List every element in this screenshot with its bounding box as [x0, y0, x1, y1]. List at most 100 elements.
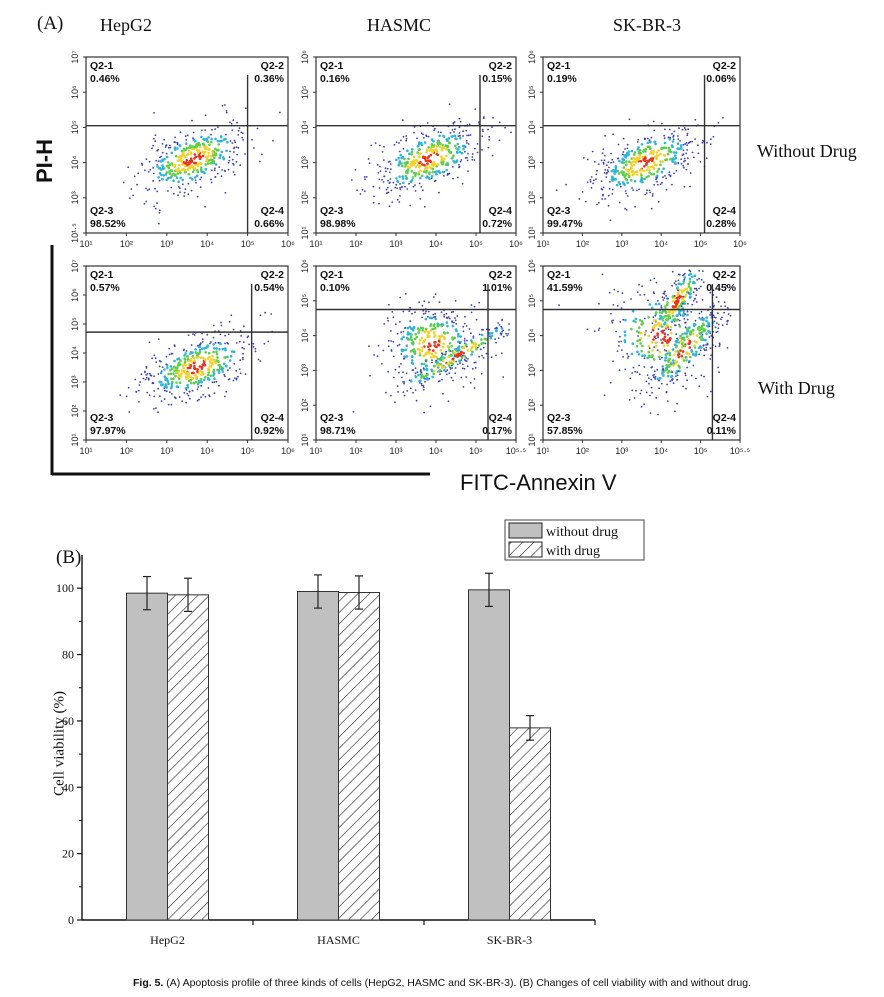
event-dot — [176, 143, 179, 146]
event-dot — [238, 340, 241, 343]
event-dot — [445, 316, 448, 319]
event-dot — [667, 317, 670, 320]
event-dot — [480, 372, 483, 375]
event-dot — [628, 172, 631, 176]
event-dot — [705, 346, 708, 349]
event-dot — [597, 163, 600, 166]
event-dot — [125, 395, 128, 398]
event-dot — [399, 321, 401, 323]
event-dot — [212, 336, 215, 339]
event-dot — [631, 173, 635, 177]
event-dot — [199, 178, 202, 181]
event-dot — [189, 364, 193, 367]
event-dot — [177, 186, 180, 188]
event-dot — [510, 131, 512, 134]
event-dot — [218, 156, 221, 160]
event-dot — [687, 282, 691, 286]
event-dot — [204, 351, 207, 354]
event-dot — [135, 390, 138, 393]
x-tick-label: 10¹ — [309, 239, 322, 249]
quadrant-q2-1: Q2-10.46% — [90, 60, 120, 85]
event-dot — [420, 376, 423, 379]
event-dot — [657, 321, 661, 325]
event-dot — [643, 366, 646, 368]
event-dot — [244, 107, 247, 110]
event-dot — [218, 166, 221, 169]
event-dot — [406, 149, 409, 152]
event-dot — [147, 171, 150, 173]
event-dot — [413, 350, 417, 353]
event-dot — [692, 322, 696, 326]
event-dot — [632, 319, 635, 323]
event-dot — [400, 186, 403, 189]
event-dot — [424, 159, 428, 163]
event-dot — [689, 355, 692, 359]
event-dot — [684, 128, 687, 131]
event-dot — [173, 345, 176, 348]
event-dot — [202, 143, 206, 147]
event-dot — [419, 169, 423, 173]
quadrant-q2-3: Q2-357.85% — [547, 412, 583, 437]
event-dot — [183, 195, 186, 197]
event-dot — [440, 311, 443, 313]
event-dot — [187, 182, 190, 185]
event-dot — [604, 198, 606, 200]
event-dot — [698, 336, 702, 339]
event-dot — [698, 353, 701, 356]
event-dot — [202, 152, 206, 156]
event-dot — [450, 362, 454, 365]
quadrant-name: Q2-4 — [261, 412, 285, 424]
event-dot — [433, 163, 437, 167]
event-dot — [449, 132, 452, 134]
event-dot — [187, 150, 191, 153]
event-dot — [469, 134, 472, 136]
event-dot — [476, 346, 479, 349]
event-dot — [697, 346, 701, 350]
bar-x-tick-label: SK-BR-3 — [487, 933, 532, 947]
event-dot — [617, 181, 621, 184]
event-dot — [498, 139, 501, 142]
event-dot — [453, 121, 456, 123]
event-dot — [428, 316, 432, 320]
event-dot — [455, 137, 458, 141]
event-dot — [707, 329, 710, 333]
event-dot — [419, 176, 422, 180]
event-dot — [613, 288, 616, 291]
event-dot — [166, 366, 169, 370]
event-dot — [151, 382, 154, 384]
event-dot — [382, 159, 385, 162]
event-dot — [655, 344, 658, 348]
event-dot — [210, 178, 212, 181]
quadrant-q2-3: Q2-398.98% — [320, 205, 356, 230]
event-dot — [679, 339, 683, 342]
scatter-points — [555, 117, 724, 222]
flow-panel-sk-br-3-without-drug: Q2-10.19%Q2-20.06%Q2-399.47%Q2-40.28%10¹… — [527, 50, 747, 249]
event-dot — [198, 398, 201, 401]
event-dot — [660, 305, 663, 307]
event-dot — [484, 342, 487, 345]
event-dot — [186, 392, 189, 395]
event-dot — [179, 191, 181, 194]
event-dot — [688, 361, 690, 364]
event-dot — [200, 373, 203, 377]
event-dot — [647, 299, 649, 302]
event-dot — [209, 374, 213, 378]
event-dot — [595, 173, 598, 176]
event-dot — [488, 135, 491, 138]
event-dot — [709, 306, 712, 308]
event-dot — [674, 324, 676, 326]
event-dot — [398, 142, 400, 144]
event-dot — [228, 359, 232, 362]
event-dot — [488, 328, 491, 331]
event-dot — [714, 326, 717, 329]
event-dot — [695, 334, 699, 337]
event-dot — [635, 170, 638, 174]
quadrant-q2-3: Q2-398.71% — [320, 412, 356, 437]
scatter-points — [122, 104, 281, 225]
event-dot — [610, 175, 614, 179]
event-dot — [620, 307, 623, 309]
event-dot — [624, 318, 627, 322]
event-dot — [701, 322, 705, 326]
event-dot — [166, 379, 169, 382]
event-dot — [234, 141, 237, 144]
